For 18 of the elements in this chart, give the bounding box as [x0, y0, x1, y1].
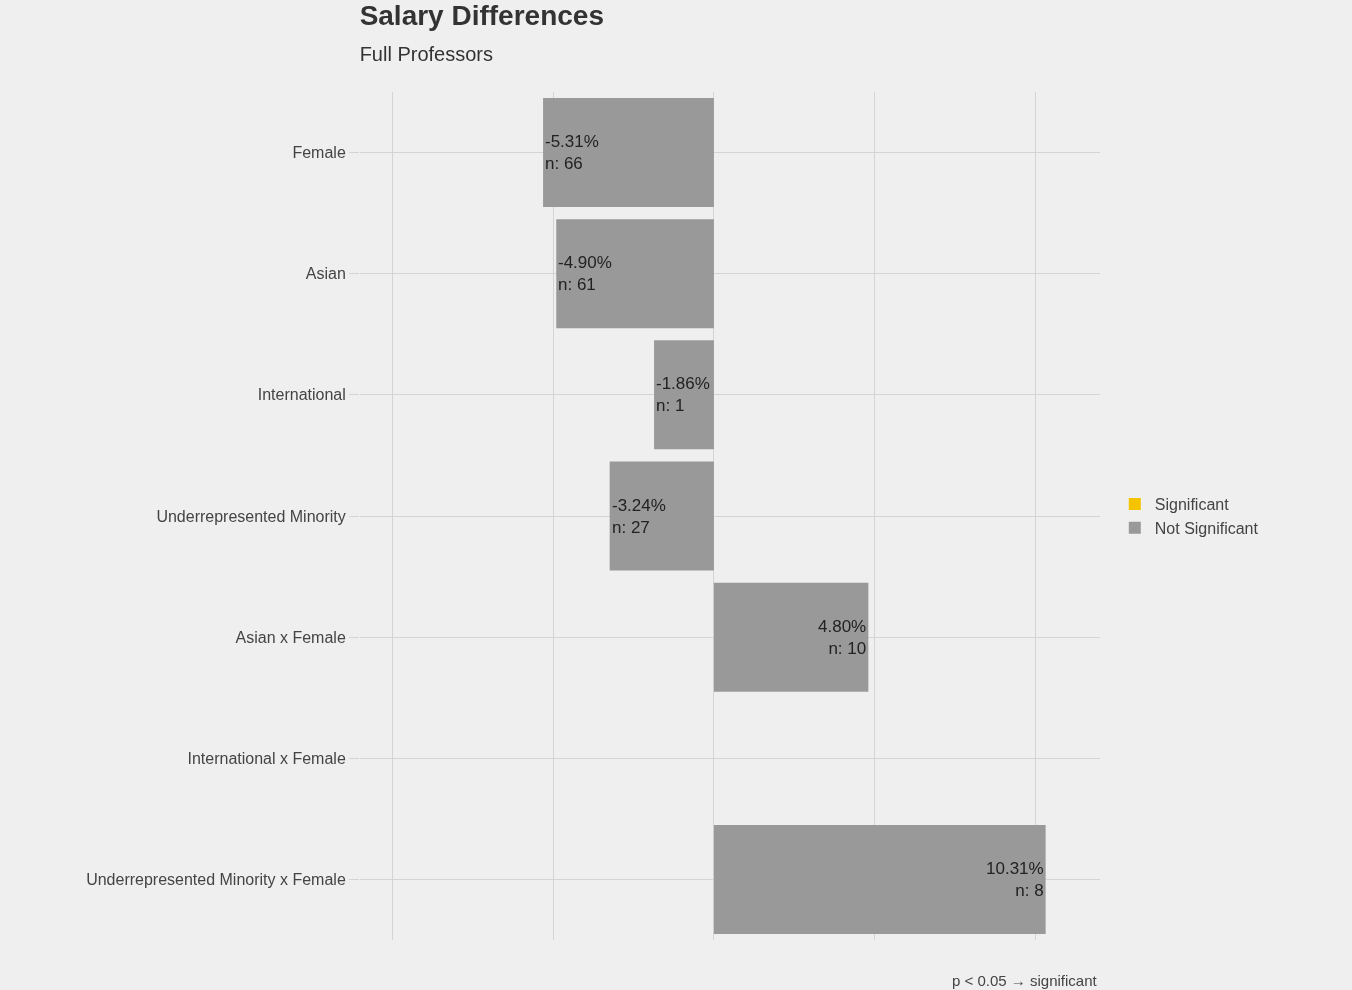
data-label: -3.24% n: 27: [612, 496, 666, 538]
y-tick-label: Asian: [305, 265, 346, 283]
y-tick-label: Female: [292, 144, 346, 162]
y-tick-label: Underrepresented Minority: [156, 507, 346, 525]
data-label: 10.31% n: 8: [986, 859, 1044, 901]
data-label: -5.31% n: 66: [545, 132, 599, 174]
data-label: 4.80% n: 10: [818, 617, 867, 659]
y-tick-label: Underrepresented Minority x Female: [86, 871, 346, 889]
y-tick-label: International: [257, 386, 346, 404]
y-tick-label: Asian x Female: [235, 628, 346, 646]
chart-title: Salary Differences: [359, 0, 604, 31]
chart-subtitle: Full Professors: [359, 43, 494, 66]
y-tick-label: International x Female: [187, 749, 346, 767]
text: p < 0.05 → significant: [952, 972, 1098, 989]
data-label: -1.86% n: 1: [656, 374, 710, 416]
legend-label: Significant: [1154, 496, 1230, 514]
legend-label: Not Significant: [1154, 519, 1259, 537]
data-label: -4.90% n: 61: [558, 253, 612, 295]
